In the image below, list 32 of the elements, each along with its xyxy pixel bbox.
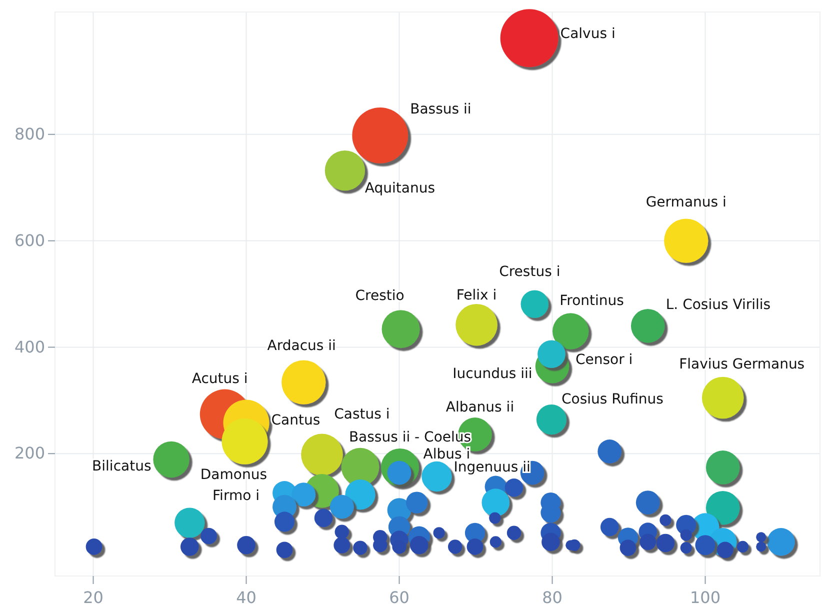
- annotation: Flavius Germanus: [679, 356, 805, 373]
- annotation: Felix i: [456, 288, 497, 304]
- x-tick-label: 40: [236, 588, 256, 607]
- annotation: Crestio: [355, 288, 404, 304]
- y-tick-label: 800: [14, 124, 45, 144]
- annotation: L. Cosius Virilis: [666, 296, 771, 313]
- annotation: Firmo i: [212, 488, 260, 504]
- annotation: Bassus ii: [410, 101, 472, 118]
- annotation: Calvus i: [560, 26, 616, 42]
- annotation: Acutus i: [192, 371, 248, 388]
- y-tick-label: 400: [14, 337, 45, 356]
- annotation: Ardacus ii: [267, 338, 336, 354]
- x-tick-label: 100: [690, 588, 721, 607]
- annotation: Ingenuus ii: [454, 460, 530, 476]
- annotation: Bilicatus: [92, 458, 152, 474]
- x-tick-label: 80: [542, 588, 562, 607]
- annotation: Censor i: [575, 352, 633, 368]
- annotation: Aquitanus: [364, 180, 436, 196]
- y-tick-label: 600: [14, 230, 45, 250]
- annotation: Cantus: [271, 412, 320, 429]
- y-tick-label: 200: [14, 444, 45, 463]
- annotation: Germanus i: [646, 194, 726, 211]
- x-tick-label: 60: [389, 588, 410, 607]
- annotation: Frontinus: [560, 293, 624, 310]
- annotation: Cosius Rufinus: [561, 391, 664, 408]
- annotation: Crestus i: [499, 264, 560, 280]
- annotation: Albus i: [423, 446, 470, 462]
- annotation: Damonus: [200, 467, 268, 484]
- annotation: Albanus ii: [446, 399, 514, 416]
- annotation: Iucundus iii: [452, 366, 532, 382]
- annotation: Castus i: [334, 406, 390, 423]
- x-tick-label: 20: [83, 588, 104, 607]
